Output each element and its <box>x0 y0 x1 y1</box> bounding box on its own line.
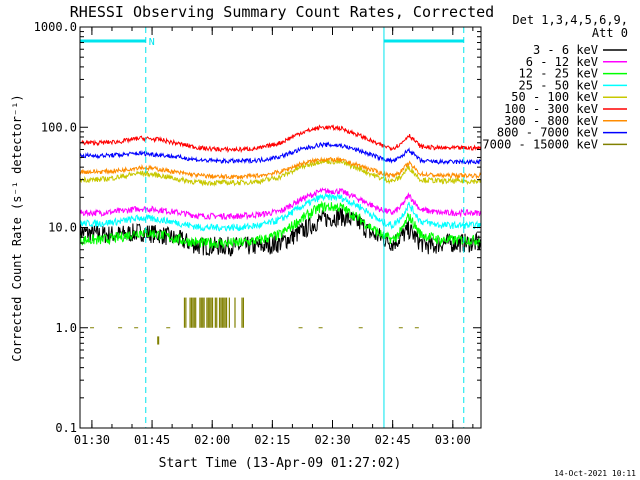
x-tick-label: 03:00 <box>435 433 471 447</box>
series-line <box>80 200 481 249</box>
night-flag-label: N <box>149 37 155 48</box>
series-layer <box>80 124 481 345</box>
series-3 <box>80 193 481 232</box>
chart-title: RHESSI Observing Summary Count Rates, Co… <box>70 3 494 21</box>
series-2 <box>80 200 481 249</box>
x-tick-label: 02:00 <box>194 433 230 447</box>
legend-label: 3 - 6 keV <box>533 43 598 57</box>
series-line <box>80 155 481 181</box>
legend-label: 7000 - 15000 keV <box>482 137 598 151</box>
x-tick-label: 02:15 <box>254 433 290 447</box>
y-tick-label: 100.0 <box>41 120 77 134</box>
y-axis-label: Corrected Count Rate (s⁻¹ detector⁻¹) <box>10 94 24 361</box>
series-7 <box>80 141 481 166</box>
legend-label: 12 - 25 keV <box>519 67 598 81</box>
series-6 <box>80 155 481 181</box>
series-line <box>80 124 481 154</box>
series-5 <box>80 124 481 154</box>
series-line <box>80 207 481 257</box>
y-axis: 1000.0 100.0 10.0 1.0 0.1 <box>34 20 481 435</box>
series-line <box>80 157 481 187</box>
x-tick-label: 02:45 <box>375 433 411 447</box>
legend-label: 25 - 50 keV <box>519 78 598 92</box>
y-tick-label: 1000.0 <box>34 20 77 34</box>
series-4 <box>80 157 481 187</box>
x-axis-label: Start Time (13-Apr-09 01:27:02) <box>159 456 402 471</box>
series-line <box>80 187 481 221</box>
series-8 <box>90 297 419 345</box>
legend-label: 100 - 300 keV <box>504 102 598 116</box>
x-tick-label: 01:45 <box>134 433 170 447</box>
series-0 <box>80 207 481 257</box>
x-tick-label: 02:30 <box>314 433 350 447</box>
x-axis: 01:30 01:45 02:00 02:15 02:30 02:45 03:00 <box>74 27 474 447</box>
legend-label: 300 - 800 keV <box>504 114 598 128</box>
y-tick-label: 10.0 <box>48 221 77 235</box>
legend-label: 800 - 7000 keV <box>497 126 598 140</box>
legend-label: 50 - 100 keV <box>511 90 598 104</box>
series-1 <box>80 187 481 221</box>
legend-header-detectors: Det 1,3,4,5,6,9, <box>512 13 628 27</box>
series-line <box>80 141 481 166</box>
legend-label: 6 - 12 keV <box>526 55 598 69</box>
footer-timestamp: 14-Oct-2021 10:11 <box>554 469 636 478</box>
y-tick-label: 1.0 <box>55 321 77 335</box>
legend-header-attenuator: Att 0 <box>592 26 628 40</box>
y-tick-label: 0.1 <box>55 421 77 435</box>
x-tick-label: 01:30 <box>74 433 110 447</box>
series-line <box>80 193 481 232</box>
